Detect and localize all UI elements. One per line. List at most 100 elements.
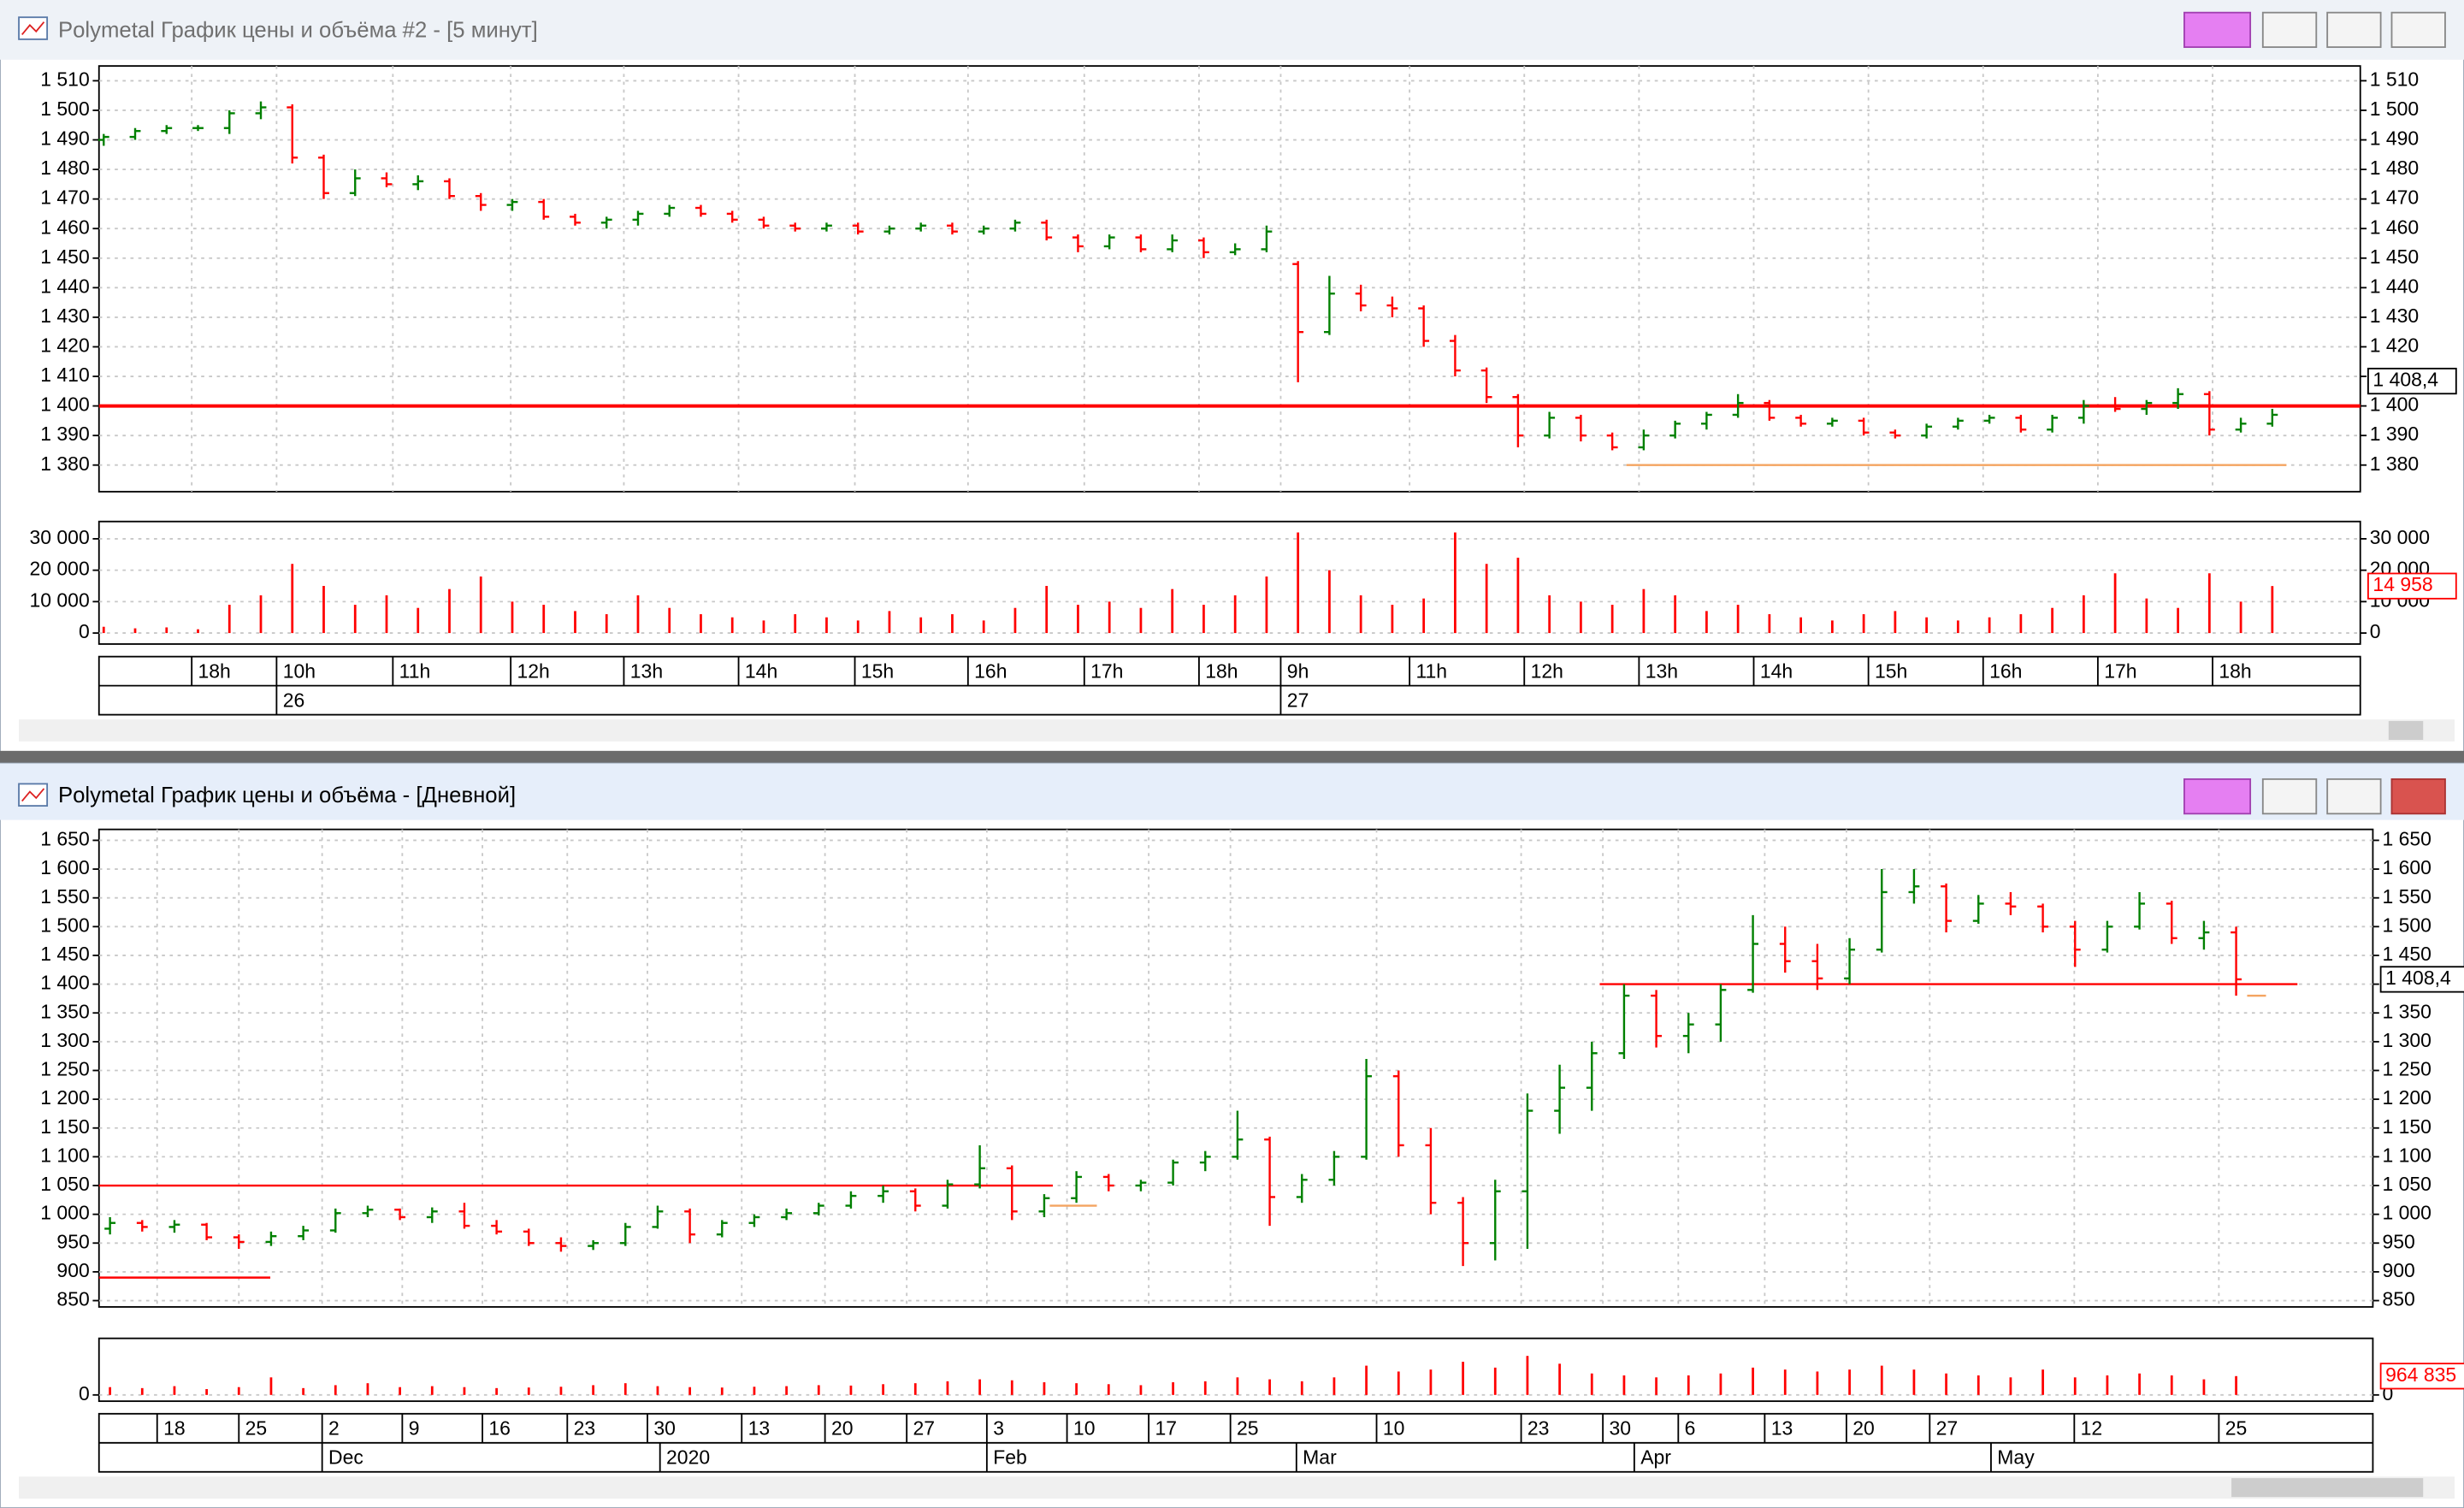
time-tick-label: 11h xyxy=(399,660,431,683)
y-tick-label: 1 480 xyxy=(2370,157,2419,179)
minimize-button[interactable] xyxy=(2261,778,2318,815)
time-tick-label: 9 xyxy=(409,1417,420,1440)
time-tick-label: 14h xyxy=(745,660,777,683)
y-tick-label: 1 430 xyxy=(2370,305,2419,327)
last-value-box xyxy=(2379,966,2464,993)
y-tick-label: 850 xyxy=(2382,1288,2414,1310)
y-tick-label: 1 600 xyxy=(40,856,89,878)
close-button[interactable] xyxy=(2390,11,2446,49)
y-tick-label: 1 450 xyxy=(40,245,89,268)
y-tick-label: 1 500 xyxy=(2382,914,2431,936)
y-tick-label: 20 000 xyxy=(29,558,89,580)
scroll-thumb[interactable] xyxy=(2388,720,2424,740)
time-tick-label: 18 xyxy=(163,1417,186,1440)
date-label: Dec xyxy=(328,1446,363,1469)
scroll-thumb[interactable] xyxy=(2231,1478,2424,1498)
date-label: 2020 xyxy=(666,1446,710,1469)
time-tick-label: 15h xyxy=(861,660,894,683)
time-tick-label: 10 xyxy=(1383,1417,1405,1440)
y-tick-label: 1 650 xyxy=(40,827,89,849)
y-tick-label: 1 470 xyxy=(2370,186,2419,209)
y-tick-label: 1 150 xyxy=(40,1115,89,1138)
y-tick-label: 900 xyxy=(56,1259,89,1281)
time-tick-label: 10h xyxy=(283,660,316,683)
last-value-box xyxy=(2367,367,2457,395)
time-tick-label: 14h xyxy=(1760,660,1793,683)
scrollbar[interactable] xyxy=(19,1476,2455,1499)
time-tick-label: 20 xyxy=(831,1417,854,1440)
y-tick-label: 1 500 xyxy=(40,914,89,936)
y-tick-label: 1 550 xyxy=(40,885,89,908)
date-label: 26 xyxy=(283,689,305,712)
link-button[interactable] xyxy=(2183,778,2252,815)
time-tick-label: 16h xyxy=(1989,660,2022,683)
window-icon-line xyxy=(21,788,45,802)
time-tick-label: 12h xyxy=(1531,660,1563,683)
title-bar xyxy=(0,763,2464,820)
close-button[interactable] xyxy=(2390,778,2446,815)
last-value-box xyxy=(2367,572,2457,600)
time-tick-label: 16h xyxy=(974,660,1007,683)
time-tick-label: 13 xyxy=(748,1417,771,1440)
y-tick-label: 1 460 xyxy=(2370,216,2419,238)
time-tick-label: 27 xyxy=(1936,1417,1959,1440)
link-button[interactable] xyxy=(2183,11,2252,49)
y-tick-label: 1 100 xyxy=(2382,1144,2431,1166)
maximize-button[interactable] xyxy=(2326,11,2382,49)
last-value-label: 14 958 xyxy=(2372,573,2432,595)
minimize-button[interactable] xyxy=(2261,11,2318,49)
y-tick-label: 1 470 xyxy=(40,186,89,209)
time-tick-label: 12h xyxy=(517,660,549,683)
time-tick-label: 30 xyxy=(1609,1417,1631,1440)
y-tick-label: 1 300 xyxy=(2382,1029,2431,1051)
time-tick-label: 6 xyxy=(1685,1417,1696,1440)
y-tick-label: 1 510 xyxy=(40,68,89,90)
time-tick-label: 17h xyxy=(1090,660,1123,683)
date-label: May xyxy=(1997,1446,2035,1469)
y-tick-label: 1 390 xyxy=(2370,423,2419,445)
y-tick-label: 1 100 xyxy=(40,1144,89,1166)
time-tick-label: 12 xyxy=(2081,1417,2103,1440)
y-tick-label: 950 xyxy=(2382,1230,2414,1252)
y-tick-label: 1 380 xyxy=(40,452,89,475)
y-tick-label: 1 380 xyxy=(2370,452,2419,475)
maximize-button[interactable] xyxy=(2326,778,2382,815)
last-value-label: 1 408,4 xyxy=(2385,967,2451,989)
title-bar xyxy=(0,0,2464,60)
y-tick-label: 0 xyxy=(79,1382,90,1405)
y-tick-label: 1 420 xyxy=(40,334,89,357)
last-value-box xyxy=(2379,1363,2464,1390)
y-tick-label: 1 440 xyxy=(40,275,89,297)
y-tick-label: 1 000 xyxy=(2382,1202,2431,1224)
y-tick-label: 1 150 xyxy=(2382,1115,2431,1138)
scrollbar[interactable] xyxy=(19,719,2455,742)
y-tick-label: 1 650 xyxy=(2382,827,2431,849)
time-tick-label: 25 xyxy=(2225,1417,2248,1440)
y-tick-label: 1 250 xyxy=(40,1058,89,1080)
y-tick-label: 1 430 xyxy=(40,305,89,327)
time-tick-label: 25 xyxy=(1237,1417,1259,1440)
time-tick-label: 17h xyxy=(2104,660,2136,683)
time-tick-label: 10 xyxy=(1073,1417,1096,1440)
date-label: Apr xyxy=(1640,1446,1671,1469)
last-value-label: 1 408,4 xyxy=(2372,369,2438,391)
y-tick-label: 1 490 xyxy=(40,127,89,150)
time-tick-label: 18h xyxy=(1205,660,1238,683)
y-tick-label: 1 420 xyxy=(2370,334,2419,357)
y-tick-label: 1 600 xyxy=(2382,856,2431,878)
time-tick-label: 23 xyxy=(574,1417,596,1440)
window-title: Polymetal График цены и объёма #2 - [5 м… xyxy=(58,19,538,43)
time-tick-label: 13h xyxy=(630,660,663,683)
y-tick-label: 1 550 xyxy=(2382,885,2431,908)
y-tick-label: 1 250 xyxy=(2382,1058,2431,1080)
y-tick-label: 1 500 xyxy=(2370,98,2419,120)
y-tick-label: 900 xyxy=(2382,1259,2414,1281)
y-tick-label: 1 440 xyxy=(2370,275,2419,297)
y-tick-label: 30 000 xyxy=(29,526,89,548)
time-tick-label: 13 xyxy=(1771,1417,1793,1440)
y-tick-label: 1 500 xyxy=(40,98,89,120)
window-title: Polymetal График цены и объёма - [Дневно… xyxy=(58,784,516,807)
time-tick-label: 2 xyxy=(328,1417,340,1440)
